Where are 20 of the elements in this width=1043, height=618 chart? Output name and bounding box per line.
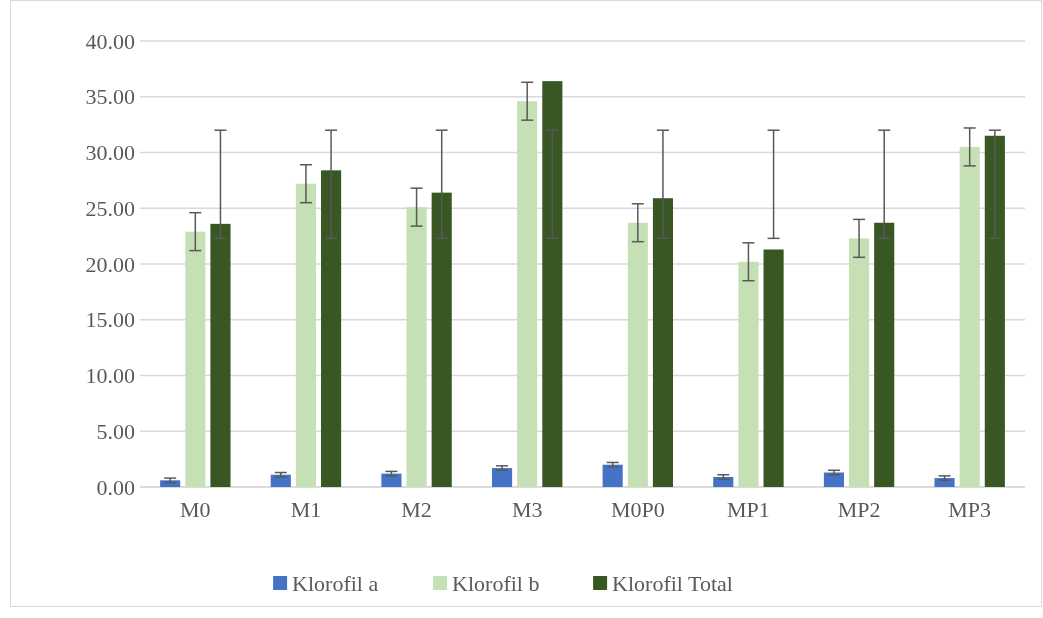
legend-label: Klorofil Total [612, 570, 733, 596]
legend-label: Klorofil a [292, 570, 379, 596]
y-tick-label: 35.00 [85, 84, 135, 110]
y-tick-label: 0.00 [96, 474, 135, 500]
x-tick-label: M1 [290, 497, 322, 522]
y-tick-label: 30.00 [85, 140, 135, 166]
x-tick-label: M3 [511, 497, 543, 522]
y-tick-label: 5.00 [96, 418, 135, 444]
x-tick-label: MP1 [727, 497, 770, 522]
y-tick-label: 40.00 [85, 28, 135, 54]
y-tick-label: 20.00 [85, 251, 135, 277]
y-tick-label: 25.00 [85, 195, 135, 221]
x-tick-label: MP2 [837, 497, 881, 522]
x-tick-label: M2 [401, 497, 432, 522]
x-tick-label: MP3 [948, 497, 992, 522]
y-tick-label: 15.00 [85, 307, 135, 333]
y-tick-label: 10.00 [85, 363, 135, 389]
legend-label: Klorofil b [452, 570, 540, 596]
x-tick-label: M0 [180, 497, 211, 522]
x-tick-label: M0P0 [610, 497, 665, 522]
